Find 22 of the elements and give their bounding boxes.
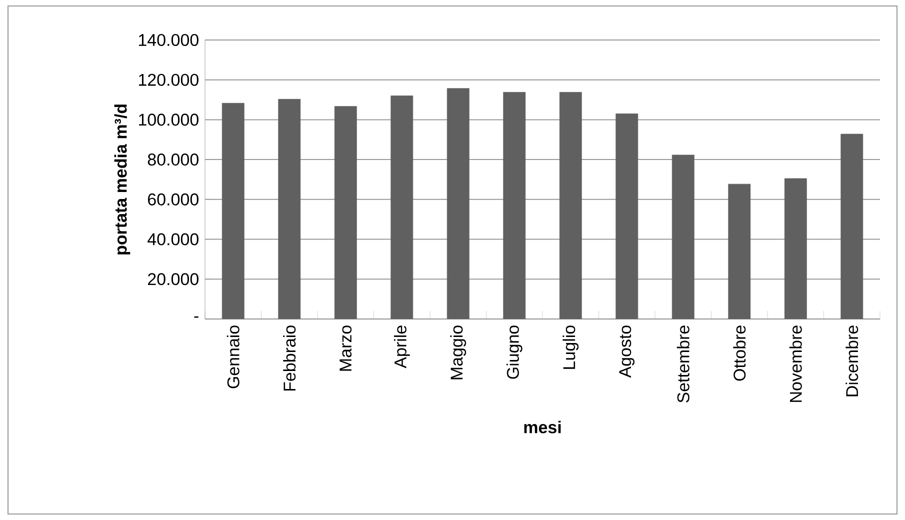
y-axis-title: portata media m³/d bbox=[114, 104, 130, 254]
y-tick-label: - bbox=[194, 316, 198, 318]
y-tick-label: 80.000 bbox=[148, 154, 198, 166]
x-axis-title: mesi bbox=[524, 420, 561, 434]
x-tick-label: Febbraio bbox=[283, 326, 296, 391]
y-tick-label: 60.000 bbox=[148, 193, 198, 206]
y-tick-label: 20.000 bbox=[148, 273, 198, 286]
y-tick-label: 140.000 bbox=[138, 34, 198, 46]
y-tick-label: 40.000 bbox=[148, 233, 198, 246]
x-tick-label: Novembre bbox=[789, 326, 802, 402]
x-tick-label: Marzo bbox=[340, 326, 352, 371]
x-tick-label: Ottobre bbox=[733, 326, 746, 381]
x-tick-label: Gennaio bbox=[226, 326, 240, 388]
x-tick-label: Maggio bbox=[450, 326, 466, 380]
x-tick-label: Aprile bbox=[394, 326, 410, 368]
x-tick-label: Giugno bbox=[506, 326, 522, 379]
x-tick-label: Agosto bbox=[619, 326, 634, 378]
y-tick-label: 120.000 bbox=[138, 74, 198, 86]
x-tick-label: Settembre bbox=[676, 326, 690, 403]
x-tick-label: Dicembre bbox=[846, 326, 858, 396]
x-tick-label: Luglio bbox=[562, 326, 579, 369]
y-tick-label: 100.000 bbox=[138, 114, 198, 126]
